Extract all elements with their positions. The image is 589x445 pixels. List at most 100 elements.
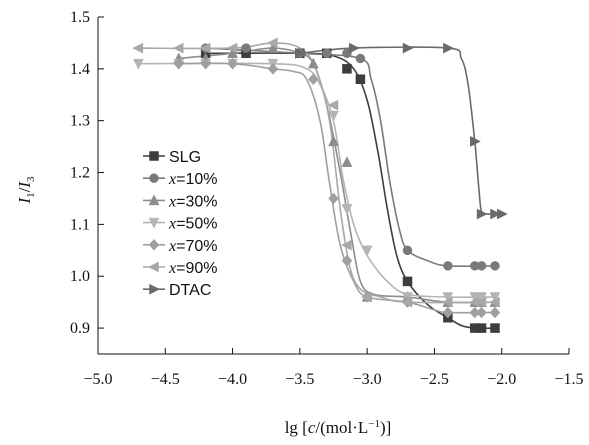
point-x-70: [200, 57, 211, 70]
y-tick-label: 1.3: [70, 113, 90, 130]
point-slg: [342, 64, 352, 74]
y-ticks: 0.9 1.0 1.1 1.2 1.3 1.4 1.5: [70, 9, 104, 337]
series-line-slg: [205, 52, 496, 330]
plot-area: 0.9 1.0 1.1 1.2 1.3 1.4 1.5 −5.0 −4.5 −4.0 −3.5 −3…: [70, 9, 584, 388]
series-line-x-90: [138, 42, 496, 304]
y-title-slash: /: [15, 187, 34, 192]
point-x-70: [341, 254, 353, 267]
y-tick-label: 1.1: [70, 216, 90, 233]
x-title-prefix: lg [: [285, 418, 308, 437]
x-title-suffix: )]: [380, 418, 391, 437]
legend-marker-dtac: [149, 283, 161, 295]
point-x-90: [488, 296, 500, 308]
x-tick-label: −1.5: [554, 371, 583, 388]
point-x-50: [489, 292, 501, 304]
y-tick-label: 1.2: [70, 165, 90, 182]
legend-marker-x-70: [148, 238, 160, 251]
point-slg: [476, 323, 487, 333]
point-x-70: [173, 57, 185, 70]
x-ticks: −5.0 −4.5 −4.0 −3.5 −3.0 −2.5 −2.0 −1.5: [83, 348, 584, 388]
x-tick-label: −4.5: [151, 371, 180, 388]
y-tick-label: 1.5: [70, 9, 90, 26]
x-tick-label: −3.0: [353, 371, 382, 388]
point-x-50: [469, 292, 481, 304]
point-x-30: [328, 135, 339, 147]
point-x-90: [199, 42, 211, 54]
point-x-10: [490, 261, 500, 271]
point-slg: [490, 323, 500, 333]
point-dtac: [348, 42, 360, 54]
legend-marker-x-10: [149, 173, 159, 183]
point-x-70: [476, 306, 487, 319]
point-dtac: [496, 208, 508, 220]
point-x-10: [241, 43, 251, 53]
legend: SLG x=10% x=30% x=50% x=70% x=90% DTAC: [143, 149, 217, 299]
y-tick-label: 0.9: [70, 320, 90, 337]
legend-marker-slg: [149, 151, 159, 161]
point-dtac: [470, 136, 481, 147]
point-slg: [355, 74, 366, 84]
series-line-x-10: [205, 47, 496, 268]
point-x-90: [441, 296, 453, 308]
point-x-70: [227, 57, 238, 70]
point-x-10: [476, 261, 487, 271]
y-tick-label: 1.4: [70, 61, 90, 78]
point-x-10: [402, 245, 413, 256]
x-title-c: c: [308, 418, 316, 437]
point-x-50: [442, 292, 454, 304]
point-x-90: [327, 99, 339, 111]
point-x-50: [341, 204, 353, 215]
point-x-90: [475, 296, 487, 308]
legend-label-x-90: x=90%: [168, 260, 217, 277]
point-dtac: [402, 42, 414, 54]
point-x-70: [307, 73, 319, 86]
x-tick-label: −2.5: [420, 371, 449, 388]
point-x-10: [355, 53, 366, 64]
legend-marker-x-90: [147, 261, 159, 273]
point-x-90: [340, 239, 352, 251]
y-tick-label: 1.0: [70, 268, 90, 285]
point-x-50: [328, 110, 339, 122]
y-title-I3: I: [15, 181, 34, 189]
x-tick-label: −2.0: [487, 371, 516, 388]
point-dtac: [476, 208, 488, 220]
legend-marker-x-50: [148, 217, 160, 229]
point-dtac: [490, 208, 502, 220]
point-x-50: [361, 245, 373, 257]
legend-label-x-30: x=30%: [168, 193, 217, 210]
point-x-90: [172, 42, 184, 54]
y-axis-title: I1/I3: [15, 176, 37, 205]
y-title-I1: I: [15, 197, 34, 205]
point-x-70: [442, 306, 454, 319]
point-x-70: [489, 306, 501, 319]
point-dtac: [443, 42, 454, 54]
point-x-70: [267, 62, 279, 75]
x-tick-label: −4.0: [218, 371, 247, 388]
series-markers: [132, 37, 508, 333]
legend-label-slg: SLG: [169, 149, 201, 166]
legend-label-x-10: x=10%: [168, 171, 217, 188]
point-x-90: [401, 296, 413, 308]
x-tick-label: −3.5: [285, 371, 314, 388]
x-title-mid: /(mol·L: [315, 418, 368, 437]
point-x-90: [132, 42, 144, 54]
point-dtac: [295, 47, 306, 59]
point-x-70: [328, 192, 339, 205]
legend-label-x-50: x=50%: [168, 216, 217, 233]
point-x-30: [307, 57, 319, 69]
x-axis-title: lg [c/(mol·L−1)]: [285, 418, 392, 437]
point-x-90: [361, 291, 372, 303]
x-tick-label: −5.0: [83, 371, 112, 388]
legend-marker-x-30: [148, 194, 160, 206]
legend-label-dtac: DTAC: [169, 282, 211, 299]
legend-label-x-70: x=70%: [168, 238, 217, 255]
point-x-50: [132, 58, 144, 70]
point-x-10: [443, 261, 453, 271]
point-x-30: [267, 42, 279, 53]
y-title-sub1: 1: [25, 192, 37, 198]
point-slg: [402, 276, 413, 287]
x-title-sup: −1: [368, 418, 380, 430]
point-x-30: [341, 156, 353, 167]
point-x-90: [226, 42, 238, 54]
